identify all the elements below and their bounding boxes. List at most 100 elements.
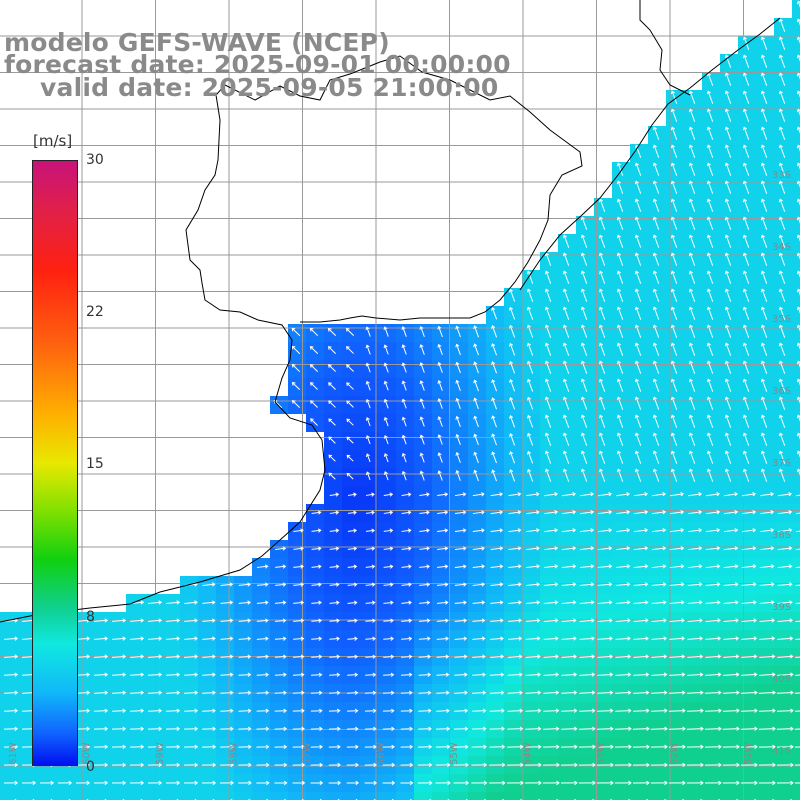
wind-arrow [579, 636, 595, 641]
wind-arrow [491, 361, 498, 374]
wind-arrow [777, 600, 793, 605]
wind-arrow [220, 618, 234, 623]
wind-arrow [526, 546, 540, 551]
wind-arrow [724, 360, 732, 374]
speed-cell [288, 792, 306, 800]
wind-arrow [166, 654, 181, 659]
wind-arrow [723, 672, 740, 677]
wind-arrow [525, 744, 542, 749]
wind-arrow [365, 344, 371, 355]
wind-arrow [437, 564, 449, 569]
wind-arrow [688, 450, 696, 464]
wind-arrow [4, 780, 19, 786]
wind-arrow [383, 636, 395, 641]
wind-arrow [597, 564, 613, 569]
wind-arrow [598, 252, 606, 266]
wind-arrow [688, 342, 696, 356]
wind-arrow [4, 744, 19, 750]
wind-arrow [670, 180, 678, 194]
wind-arrow [401, 434, 407, 445]
wind-arrow [543, 618, 559, 623]
wind-arrow [579, 744, 596, 749]
wind-arrow [112, 636, 127, 641]
lat-label: 33S [772, 170, 791, 181]
wind-arrow [543, 528, 559, 533]
wind-arrow [347, 654, 359, 659]
wind-arrow [365, 510, 375, 515]
wind-arrow [346, 744, 359, 750]
wind-arrow [491, 433, 497, 446]
wind-arrow [724, 144, 732, 158]
wind-arrow [454, 492, 467, 497]
wind-arrow [76, 708, 91, 713]
coastline-east [519, 17, 781, 291]
speed-cell [162, 792, 180, 800]
wind-arrow [184, 654, 198, 659]
wind-arrow [760, 216, 768, 230]
wind-arrow [742, 414, 750, 428]
wind-arrow [525, 708, 542, 713]
wind-arrow [274, 618, 287, 623]
wind-arrow [365, 453, 371, 463]
wind-arrow [598, 468, 606, 482]
wind-arrow [291, 381, 301, 391]
wind-arrow [597, 636, 613, 641]
wind-arrow [220, 654, 234, 659]
wind-arrow [615, 636, 631, 641]
wind-arrow [202, 582, 216, 587]
wind-arrow [740, 744, 758, 749]
wind-arrow [652, 378, 660, 392]
wind-arrow [670, 234, 678, 248]
wind-arrow [616, 342, 624, 356]
wind-arrow [238, 618, 251, 623]
wind-arrow [760, 180, 768, 194]
wind-arrow [400, 762, 414, 768]
lon-label: 52W [670, 742, 681, 765]
wind-arrow [633, 528, 649, 533]
wind-arrow [686, 726, 704, 731]
wind-arrow [347, 636, 358, 641]
wind-arrow [722, 726, 740, 731]
wind-arrow [688, 144, 696, 158]
wind-arrow [724, 378, 732, 392]
wind-arrow [705, 582, 721, 587]
wind-arrow [274, 636, 287, 641]
wind-arrow [454, 690, 468, 695]
wind-arrow [329, 582, 340, 587]
wind-arrow [651, 510, 667, 515]
wind-arrow [490, 492, 504, 497]
wind-arrow [706, 450, 714, 464]
lat-label: 35S [772, 314, 791, 325]
wind-arrow [687, 564, 703, 569]
wind-arrow [238, 690, 252, 695]
wind-arrow [561, 528, 577, 533]
wind-arrow [758, 708, 776, 713]
wind-arrow [670, 144, 678, 158]
wind-arrow [328, 400, 336, 408]
wind-arrow [400, 690, 413, 695]
wind-arrow [401, 528, 412, 533]
wind-arrow [742, 270, 750, 284]
wind-arrow [542, 780, 560, 786]
wind-arrow [778, 396, 786, 410]
wind-arrow [491, 325, 498, 338]
lon-label: 56W [376, 742, 387, 765]
wind-arrow [669, 672, 686, 677]
speed-cell [792, 180, 800, 198]
wind-arrow [544, 270, 552, 284]
wind-arrow [777, 528, 793, 533]
wind-arrow [634, 468, 642, 482]
wind-arrow [652, 270, 660, 284]
wind-arrow [759, 546, 775, 551]
wind-arrow [507, 636, 523, 641]
wind-arrow [544, 360, 552, 374]
wind-arrow [615, 726, 632, 731]
wind-arrow [598, 288, 606, 302]
speed-cell [0, 792, 18, 800]
wind-arrow [598, 324, 606, 338]
wind-arrow [580, 252, 588, 266]
wind-arrow [562, 342, 570, 356]
wind-arrow [634, 288, 642, 302]
wind-arrow [329, 672, 341, 677]
wind-arrow [668, 780, 686, 786]
